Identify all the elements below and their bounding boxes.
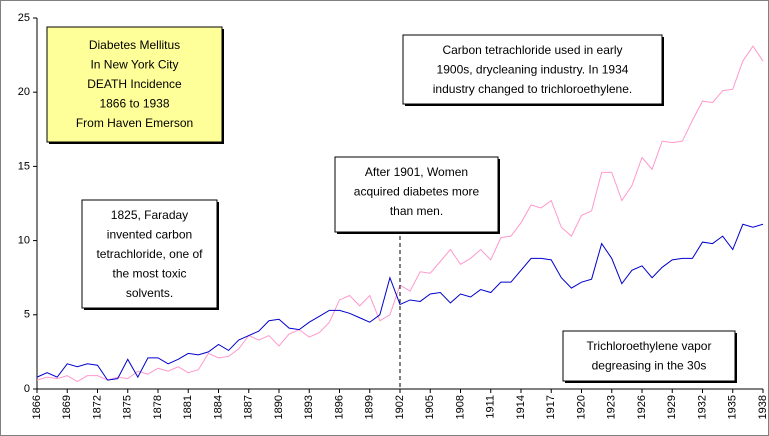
annotation-text: solvents. bbox=[126, 286, 173, 300]
annotation-box bbox=[402, 34, 663, 105]
annotation-text: acquired diabetes more bbox=[354, 185, 480, 199]
annotation-text: industry changed to trichloroethylene. bbox=[433, 82, 632, 96]
x-tick-label: 1866 bbox=[31, 395, 43, 419]
x-tick-label: 1902 bbox=[394, 395, 406, 419]
x-tick-label: 1917 bbox=[545, 395, 557, 419]
x-tick-label: 1929 bbox=[666, 395, 678, 419]
annotation-text: degreasing in the 30s bbox=[592, 359, 707, 373]
annotation-text: invented carbon bbox=[107, 228, 192, 242]
annotation-text: Trichloroethylene vapor bbox=[587, 339, 712, 353]
annotation-text: 1866 to 1938 bbox=[99, 97, 169, 111]
x-tick-label: 1899 bbox=[364, 395, 376, 419]
x-tick-label: 1914 bbox=[515, 395, 527, 419]
x-tick-label: 1887 bbox=[243, 395, 255, 419]
annotation-box bbox=[81, 199, 218, 309]
annotation-box bbox=[562, 330, 736, 382]
annotation-box bbox=[334, 156, 499, 233]
annotation-text: DEATH Incidence bbox=[87, 77, 182, 91]
annotation-text: After 1901, Women bbox=[365, 165, 468, 179]
x-tick-label: 1896 bbox=[333, 395, 345, 419]
annotation-text: the most toxic bbox=[112, 267, 186, 281]
annotation-text: 1825, Faraday bbox=[111, 208, 188, 222]
x-tick-label: 1932 bbox=[696, 395, 708, 419]
x-tick-label: 1869 bbox=[61, 395, 73, 419]
series-line bbox=[36, 223, 764, 381]
x-tick-label: 1872 bbox=[91, 395, 103, 419]
y-tick-label: 25 bbox=[18, 12, 30, 24]
x-tick-label: 1881 bbox=[182, 395, 194, 419]
y-tick-label: 15 bbox=[18, 160, 30, 172]
x-tick-label: 1884 bbox=[212, 395, 224, 419]
annotation-text: than men. bbox=[390, 204, 443, 218]
x-tick-label: 1875 bbox=[122, 395, 134, 419]
annotation-text: 1900s, drycleaning industry. In 1934 bbox=[437, 63, 629, 77]
annotation-box bbox=[46, 26, 223, 143]
x-tick-label: 1890 bbox=[273, 395, 285, 419]
x-tick-label: 1878 bbox=[152, 395, 164, 419]
annotation-text: From Haven Emerson bbox=[76, 116, 193, 130]
x-tick-label: 1926 bbox=[636, 395, 648, 419]
x-tick-label: 1911 bbox=[485, 395, 497, 419]
x-tick-label: 1908 bbox=[454, 395, 466, 419]
y-tick-label: 5 bbox=[24, 309, 30, 321]
x-tick-label: 1893 bbox=[303, 395, 315, 419]
y-tick-label: 10 bbox=[18, 235, 30, 247]
y-tick-label: 20 bbox=[18, 86, 30, 98]
x-tick-label: 1905 bbox=[424, 395, 436, 419]
x-tick-label: 1923 bbox=[606, 395, 618, 419]
y-tick-label: 0 bbox=[24, 383, 30, 395]
annotation-text: In New York City bbox=[90, 58, 178, 72]
annotation-text: Carbon tetrachloride used in early bbox=[442, 43, 622, 57]
annotation-text: Diabetes Mellitus bbox=[89, 38, 180, 52]
x-tick-label: 1938 bbox=[757, 395, 769, 419]
annotation-text: tetrachloride, one of bbox=[96, 247, 203, 261]
x-tick-label: 1935 bbox=[727, 395, 739, 419]
x-tick-label: 1920 bbox=[575, 395, 587, 419]
